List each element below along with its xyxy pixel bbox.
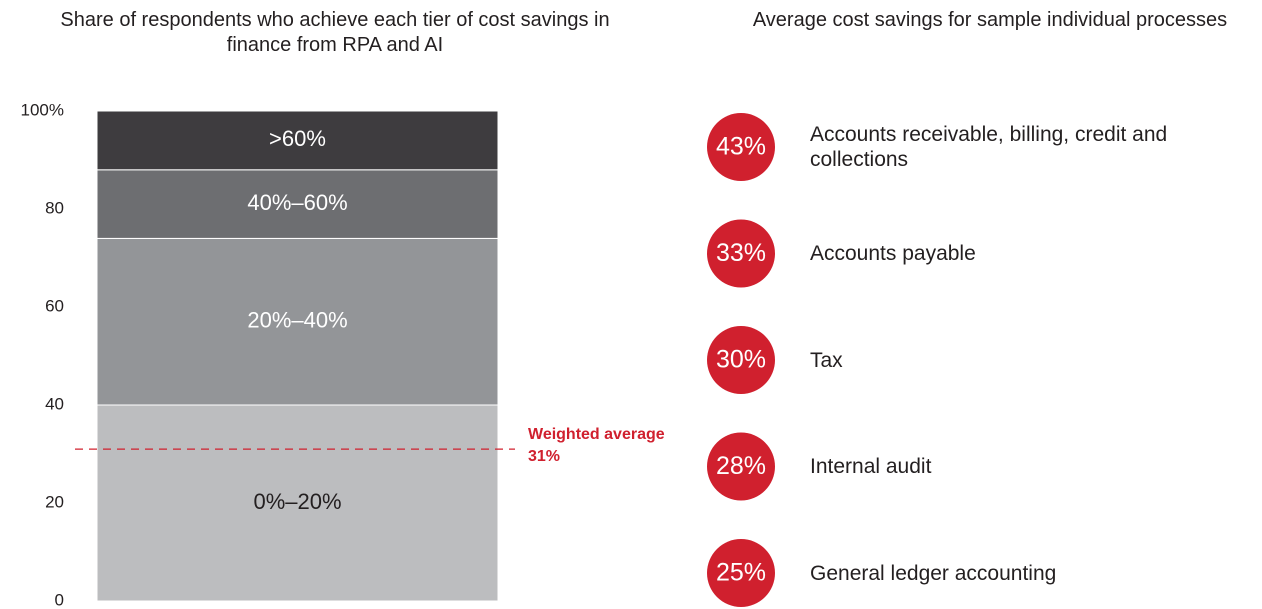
- y-tick-label: 60: [45, 296, 64, 315]
- y-tick-label: 0: [55, 590, 64, 609]
- y-tick-label: 100%: [21, 100, 64, 119]
- y-tick-label: 20: [45, 492, 64, 511]
- chart-title: Average cost savings for sample individu…: [752, 9, 1228, 31]
- bar-segment: [96, 404, 499, 602]
- y-tick-label: 80: [45, 198, 64, 217]
- value-label: 25%: [716, 559, 766, 587]
- value-label: 30%: [716, 346, 766, 374]
- chart-title: Share of respondents who achieve each ti…: [60, 9, 610, 56]
- process-label: Accounts payable: [810, 242, 976, 265]
- value-circle: [707, 432, 775, 501]
- value-circle: [707, 326, 775, 394]
- bar-segment: [96, 237, 499, 406]
- segment-label: 20%–40%: [247, 308, 347, 333]
- value-circle: [707, 219, 775, 288]
- y-tick-label: 40: [45, 394, 64, 413]
- process-label: Accounts receivable, billing, credit and…: [810, 123, 1168, 171]
- process-label: General ledger accounting: [810, 561, 1057, 585]
- value-circle: [707, 539, 775, 607]
- segment-label: >60%: [269, 126, 326, 151]
- process-label: Internal audit: [810, 455, 932, 478]
- segment-label: 0%–20%: [253, 489, 341, 514]
- value-label: 43%: [716, 133, 766, 161]
- reference-label: Weighted average 31%: [528, 426, 665, 466]
- process-label: Tax: [810, 348, 843, 372]
- value-label: 33%: [716, 239, 766, 267]
- segment-label: 40%–60%: [247, 190, 347, 215]
- value-circle: [707, 113, 775, 181]
- bar-segment: [96, 110, 499, 171]
- value-label: 28%: [716, 452, 766, 480]
